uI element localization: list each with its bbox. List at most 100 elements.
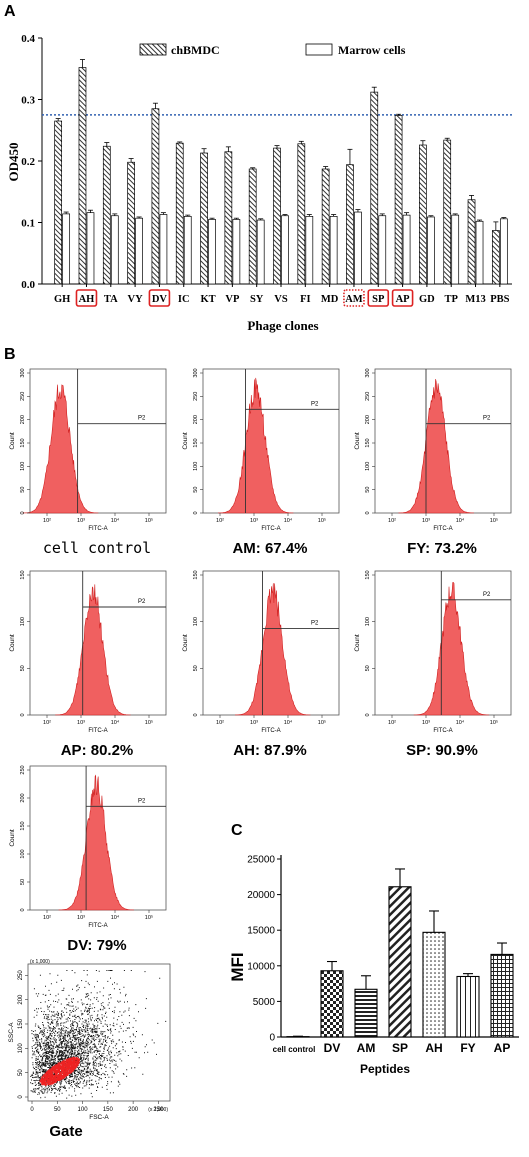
- x-tick-label: 10³: [422, 720, 430, 726]
- x-tick-label: 10²: [216, 720, 224, 726]
- y-tick-label: 0: [20, 908, 26, 911]
- x-tick-label: 0: [30, 1107, 34, 1113]
- histogram-distribution: [235, 583, 311, 716]
- x-tick-label: 10²: [43, 915, 51, 921]
- x-tick-label: 50: [54, 1107, 61, 1113]
- x-tick-label: 10⁵: [145, 517, 153, 524]
- gate-caption: Gate: [49, 1123, 82, 1140]
- y-tick-label: 0: [365, 511, 371, 514]
- bar-marrow-cells: [256, 219, 265, 285]
- bar-chbmdc: [370, 91, 379, 285]
- x-tick-label-m13: M13: [465, 294, 485, 305]
- highlight-box-ap: [391, 289, 414, 307]
- highlight-box-sp: [367, 289, 390, 307]
- bar-chbmdc: [419, 144, 427, 285]
- x-tick-label-ah: AH: [425, 1041, 442, 1055]
- x-tick-label-gh: GH: [54, 294, 70, 305]
- highlight-box-dv: [148, 289, 171, 307]
- histogram-distribution: [55, 584, 131, 716]
- bar-chbmdc: [321, 168, 330, 285]
- x-tick-label: 10³: [422, 518, 430, 524]
- y-tick-label: 300: [20, 368, 26, 377]
- x-tick-label-ap: AP: [396, 294, 411, 305]
- x-tick-label-cell-control: cell control: [273, 1045, 316, 1054]
- bar-chbmdc: [297, 143, 306, 285]
- histogram-distribution: [218, 377, 294, 514]
- bar-chbmdc: [102, 145, 111, 285]
- bar-marrow-cells: [427, 216, 435, 285]
- x-axis-label-fitc: FITC-A: [88, 728, 107, 734]
- y-tick-label: 200: [18, 994, 24, 1005]
- bar-fy: [456, 975, 480, 1038]
- y-tick-label: 150: [193, 570, 199, 579]
- y-tick-label: 0: [269, 1033, 275, 1044]
- y-axis-label-count: Count: [9, 634, 16, 652]
- x-axis-label-fitc: FITC-A: [261, 728, 280, 734]
- bar-sp: [388, 886, 412, 1038]
- panel-c-x-axis-label: Peptides: [360, 1062, 410, 1076]
- caption-separator: :: [425, 540, 434, 557]
- caption-separator: :: [256, 540, 265, 557]
- bar-marrow-cells: [62, 213, 71, 285]
- x-tick-label-sy: SY: [250, 294, 264, 305]
- y-axis-label-count: Count: [9, 432, 16, 450]
- panel-a-od450-bar-chart: A chBMDC Marrow cells OD450 Phage clones…: [4, 3, 512, 333]
- caption-percent: 80.2%: [91, 742, 134, 759]
- x-tick-label-md: MD: [321, 294, 339, 305]
- y-tick-label: 250: [193, 392, 199, 401]
- x-tick-label: 10⁴: [284, 517, 293, 524]
- bar-chbmdc: [273, 147, 281, 285]
- x-tick-label-kt: KT: [200, 294, 215, 305]
- y-tick-label: 150: [20, 570, 26, 579]
- y-tick-label: 150: [20, 438, 26, 447]
- x-tick-label: 150: [103, 1107, 114, 1113]
- panel-a-letter: A: [4, 3, 16, 20]
- x-tick-label-ic: IC: [178, 294, 190, 305]
- bar-marrow-cells: [232, 219, 241, 285]
- x-axis-label-fitc: FITC-A: [261, 526, 280, 532]
- caption-peptide: AH: [233, 742, 255, 759]
- caption-peptide: AP: [61, 742, 82, 759]
- panel-b-letter: B: [4, 346, 16, 363]
- highlight-box-ah: [75, 289, 98, 307]
- x-tick-label: 10²: [388, 720, 396, 726]
- x-tick-label-am: AM: [357, 1041, 376, 1055]
- bar-chbmdc: [394, 115, 403, 285]
- x-axis-label-fitc: FITC-A: [433, 526, 452, 532]
- y-tick-label: 0: [18, 1095, 24, 1099]
- bar-marrow-cells: [475, 220, 484, 285]
- x-tick-label: 10⁵: [145, 914, 153, 921]
- x-tick-label: 10⁵: [490, 517, 498, 524]
- legend-swatch-marrow: [305, 43, 333, 56]
- y-tick-label: 50: [193, 487, 199, 493]
- y-tick-label: 5000: [253, 997, 276, 1008]
- bar-marrow-cells: [402, 214, 411, 285]
- x-tick-label-vp: VP: [225, 294, 240, 305]
- x-tick-label: 10⁵: [318, 517, 326, 524]
- bar-chbmdc: [127, 161, 135, 285]
- y-tick-label: 0: [193, 511, 199, 514]
- x-tick-label: 10⁴: [111, 719, 120, 726]
- x-tick-label: 10⁴: [111, 517, 120, 524]
- panel-c-y-axis-label: MFI: [228, 952, 247, 981]
- y-tick-label: 250: [20, 765, 26, 774]
- y-tick-label: 100: [193, 462, 199, 471]
- y-tick-label: 50: [18, 1069, 24, 1076]
- y-tick-label: 15000: [247, 926, 275, 937]
- x-tick-label-fi: FI: [300, 294, 311, 305]
- caption-peptide: cell control: [43, 539, 151, 557]
- bar-marrow-cells: [281, 215, 289, 285]
- x-tick-label-ta: TA: [104, 294, 118, 305]
- x-tick-label-ah: AH: [79, 294, 95, 305]
- y-tick-label: 50: [365, 665, 371, 671]
- x-tick-label: 10⁵: [490, 719, 498, 726]
- x-tick-label-sp: SP: [372, 294, 385, 305]
- x-tick-label: 10³: [250, 720, 258, 726]
- histogram-ah: P2 10² 10³ 10⁴ 10⁵ FITC-A 0 50 100 150 Count AH: 87…: [182, 570, 340, 759]
- histogram-caption: cell control: [43, 539, 151, 557]
- y-tick-label: 100: [20, 617, 26, 626]
- gate-label-p2: P2: [138, 798, 146, 804]
- x-tick-label: 10⁴: [456, 517, 465, 524]
- y-tick-label: 50: [20, 879, 26, 885]
- bar-chbmdc: [151, 108, 160, 285]
